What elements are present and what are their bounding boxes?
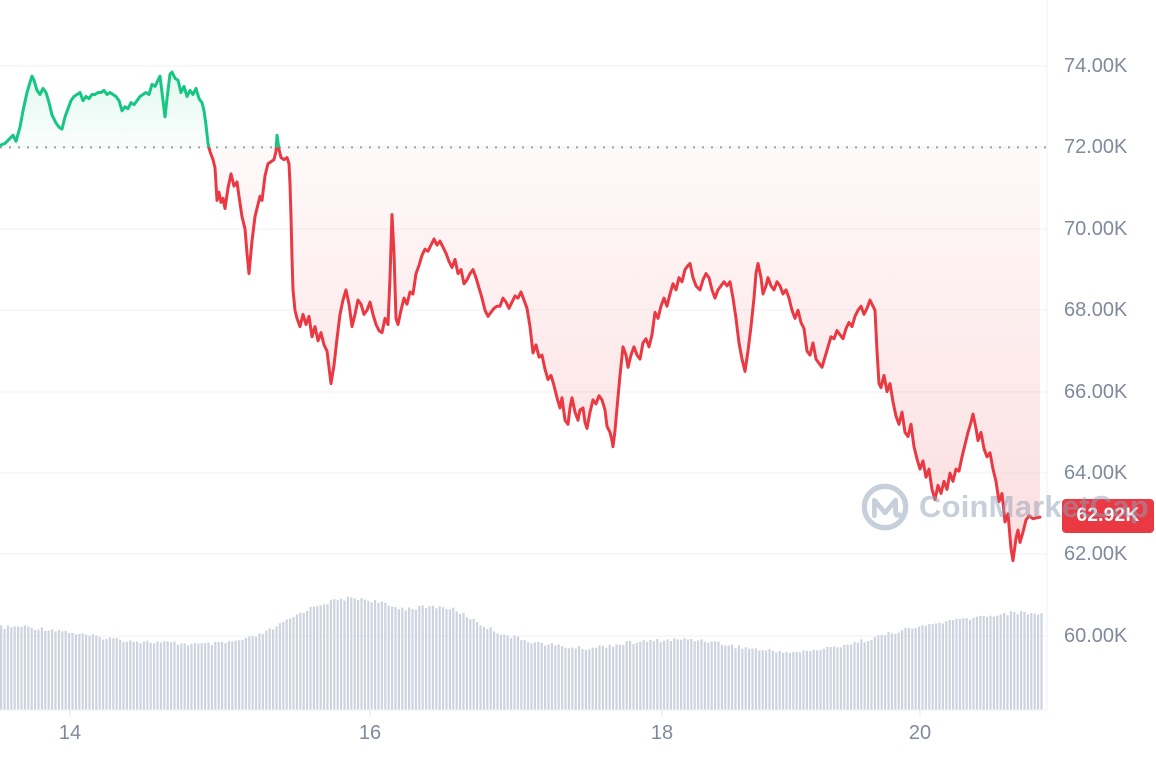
volume-bars [0,596,1043,710]
price-line-up [0,70,281,148]
area-fill-down [0,147,1040,561]
current-price-label: 62.92K [1076,505,1140,526]
y-axis-label: 68.00K [1064,299,1128,321]
y-axis-label: 66.00K [1064,381,1128,403]
y-axis-label: 60.00K [1064,625,1128,647]
y-axis-label: 64.00K [1064,462,1128,484]
x-axis-label: 14 [58,722,82,744]
price-line-down [207,147,1042,563]
y-axis-label: 72.00K [1064,136,1128,158]
y-axis-label: 74.00K [1064,55,1128,77]
x-axis-label: 18 [650,722,674,744]
y-axis-label: 70.00K [1064,218,1128,240]
x-axis-label: 16 [358,722,382,744]
current-price-badge: 62.92K [1062,499,1154,533]
area-fill-up [0,72,279,148]
x-axis-label: 20 [908,722,932,744]
y-axis-label: 62.00K [1064,543,1128,565]
